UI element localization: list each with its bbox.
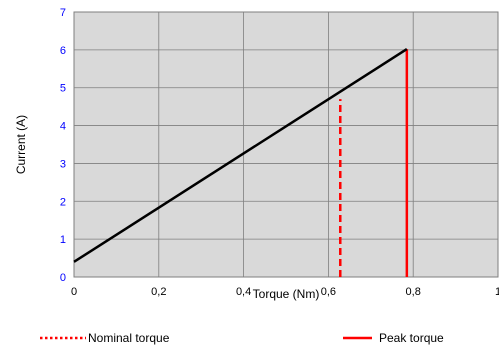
x-tick-label: 0,8: [406, 286, 421, 298]
x-tick-label: 0,6: [321, 286, 336, 298]
plot-area: [73, 11, 499, 278]
x-ticks: 0 0,2 0,4 0,6 0,8 1: [71, 286, 499, 298]
y-tick-label: 1: [60, 234, 66, 246]
y-tick-label: 7: [60, 7, 66, 19]
series: [73, 48, 408, 263]
y-tick-label: 3: [60, 158, 66, 170]
y-axis-label: Current (A): [14, 115, 28, 174]
grid: [74, 12, 498, 277]
legend: Nominal torque Peak torque: [40, 331, 444, 345]
x-axis-label: Torque (Nm): [253, 287, 320, 301]
x-tick-label: 0,4: [236, 286, 251, 298]
y-tick-label: 2: [60, 196, 66, 208]
y-ticks: 0 1 2 3 4 5 6 7: [60, 7, 66, 284]
current-vs-torque-line: [73, 48, 408, 263]
legend-label-peak: Peak torque: [379, 331, 444, 345]
y-tick-label: 4: [60, 121, 66, 133]
y-tick-label: 6: [60, 45, 66, 57]
torque-markers: [339, 49, 409, 277]
y-tick-label: 5: [60, 83, 66, 95]
x-tick-label: 0: [71, 286, 77, 298]
x-tick-label: 1: [495, 286, 499, 298]
legend-label-nominal: Nominal torque: [88, 331, 170, 345]
x-tick-label: 0,2: [151, 286, 166, 298]
y-tick-label: 0: [60, 272, 66, 284]
